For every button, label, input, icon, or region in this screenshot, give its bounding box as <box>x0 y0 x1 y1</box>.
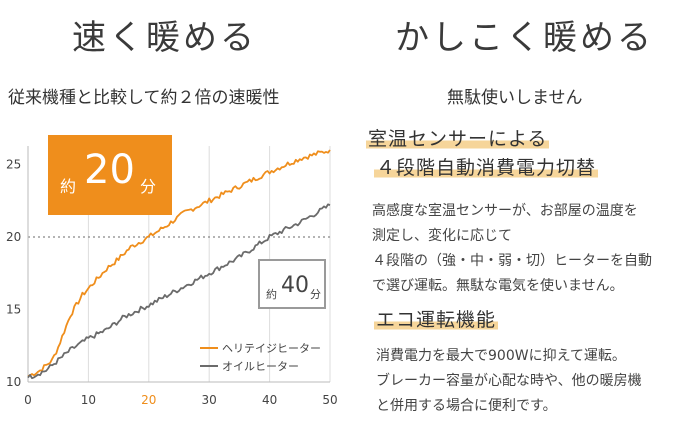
y-tick-label-15: 15 <box>6 303 21 317</box>
feature2-heading: エコ運転機能 <box>374 305 499 332</box>
callout-40-unit: 分 <box>310 288 321 301</box>
left-title: 速く暖める <box>72 18 257 58</box>
callout-20-prefix: 約 <box>60 177 77 196</box>
x-tick-label-30: 30 <box>202 393 217 407</box>
callout-40min: 約 40 分 <box>258 259 326 309</box>
chart-series <box>27 149 331 380</box>
x-tick-label-20: 20 <box>141 393 156 407</box>
legend-label-0: ヘリテイジヒーター <box>222 342 321 355</box>
series-line-0 <box>27 149 331 378</box>
callout-40-value: 40 <box>281 273 309 298</box>
feature1-heading-line1: 室温センサーによる <box>366 124 550 151</box>
left-subtitle: 従来機種と比較して約２倍の速暖性 <box>8 88 280 108</box>
right-title: かしこく暖める <box>395 18 654 58</box>
right-subtitle: 無駄使いしません <box>447 88 583 108</box>
callout-20-unit: 分 <box>140 177 157 196</box>
x-tick-label-10: 10 <box>81 393 96 407</box>
y-tick-label-20: 20 <box>6 230 21 244</box>
feature2-body: 消費電力を最大で900Wに抑えて運転。 ブレーカー容量が心配な時や、他の暖房機 … <box>376 348 642 414</box>
legend-label-1: オイルヒーター <box>222 360 299 373</box>
y-tick-label-25: 25 <box>6 158 21 172</box>
feature1-heading-line2: ４段階自動消費電力切替 <box>374 153 599 180</box>
x-tick-label-40: 40 <box>262 393 277 407</box>
callout-20-value: 20 <box>84 147 135 193</box>
callout-20min: 約 20 分 <box>48 135 172 215</box>
series-line-1 <box>27 203 331 380</box>
y-tick-label-10: 10 <box>6 375 21 389</box>
callout-40-prefix: 約 <box>266 288 277 301</box>
x-tick-label-50: 50 <box>322 393 337 407</box>
x-tick-label-0: 0 <box>24 393 32 407</box>
feature1-body: 高感度な室温センサーが、お部屋の温度を 測定し、変化に応じて ４段階の（強・中・… <box>372 203 652 294</box>
